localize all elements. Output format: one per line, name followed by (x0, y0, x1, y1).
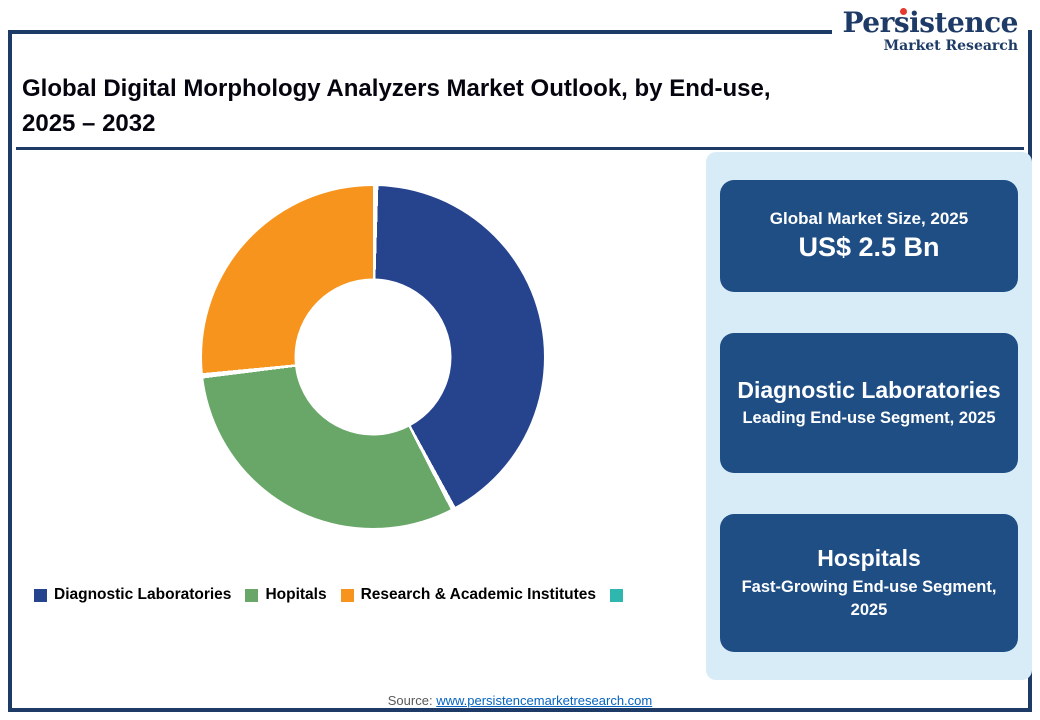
source-link[interactable]: www.persistencemarketresearch.com (436, 693, 653, 708)
page-title-line1: Global Digital Morphology Analyzers Mark… (22, 75, 771, 102)
legend-swatch (610, 588, 624, 602)
leading-segment-title: Diagnostic Laboratories (737, 376, 1001, 403)
brand-name-part3: stence (919, 6, 1018, 39)
fast-growing-segment-title: Hospitals (817, 544, 921, 571)
page-title-line2: 2025 – 2032 (22, 109, 156, 137)
chart-legend: Diagnostic Laboratories Hopitals Researc… (34, 586, 630, 604)
donut-hole (294, 278, 452, 436)
fast-growing-segment-card: Hospitals Fast-Growing End-use Segment, … (720, 514, 1018, 652)
brand-name-part1: Pers (842, 6, 910, 39)
donut-chart (202, 186, 544, 528)
brand-name-i: i (909, 6, 920, 39)
market-size-value: US$ 2.5 Bn (798, 232, 940, 263)
legend-swatch (34, 588, 47, 602)
brand-name: Persistence (842, 8, 1018, 37)
brand-tagline: Market Research (883, 38, 1018, 55)
page-title: Global Digital Morphology Analyzers Mark… (22, 72, 771, 142)
legend-swatch (340, 588, 354, 602)
source-label: Source: (387, 693, 433, 708)
legend-label: Research & Academic Institutes (360, 586, 597, 603)
market-size-title: Global Market Size, 2025 (769, 209, 969, 229)
logo-red-dot-icon (900, 8, 908, 15)
legend-item: Hopitals (245, 586, 327, 604)
market-size-card: Global Market Size, 2025 US$ 2.5 Bn (720, 180, 1018, 292)
brand-logo: Persistence Market Research (832, 6, 1028, 59)
legend-item: Research & Academic Institutes (340, 586, 597, 604)
legend-item: Diagnostic Laboratories (34, 586, 231, 604)
legend-swatch (245, 588, 259, 602)
source-line: Source: www.persistencemarketresearch.co… (0, 693, 1040, 708)
legend-item (610, 588, 630, 602)
title-divider (16, 147, 1024, 150)
leading-segment-subtitle: Leading End-use Segment, 2025 (742, 409, 996, 428)
highlights-panel: Global Market Size, 2025 US$ 2.5 Bn Diag… (706, 152, 1032, 680)
legend-label: Diagnostic Laboratories (54, 586, 232, 603)
legend-label: Hopitals (265, 586, 327, 603)
fast-growing-segment-subtitle: Fast-Growing End-use Segment, 2025 (741, 577, 997, 619)
leading-segment-card: Diagnostic Laboratories Leading End-use … (720, 333, 1018, 473)
